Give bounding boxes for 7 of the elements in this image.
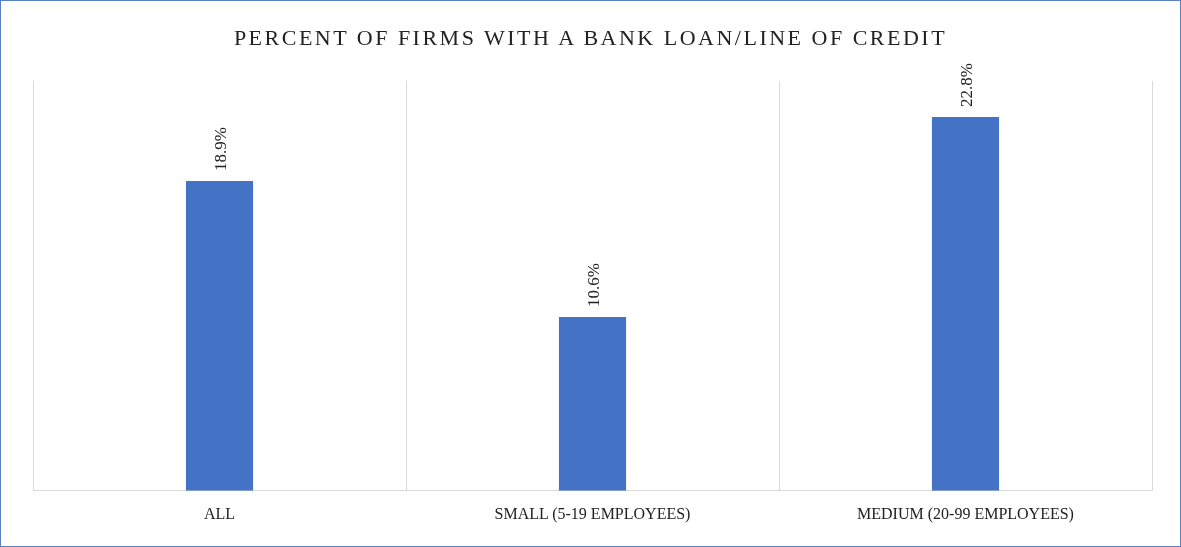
chart-title: PERCENT OF FIRMS WITH A BANK LOAN/LINE OF CREDIT [232, 25, 949, 51]
x-tick-label: ALL [203, 504, 236, 522]
data-label: 22.8% [956, 63, 976, 108]
x-tick-label: SMALL (5-19 EMPLOYEES) [494, 504, 691, 523]
data-label: 18.9% [210, 127, 230, 171]
data-label: 10.6% [583, 263, 603, 308]
x-tick-label: MEDIUM (20-99 EMPLOYEES) [857, 504, 1074, 523]
